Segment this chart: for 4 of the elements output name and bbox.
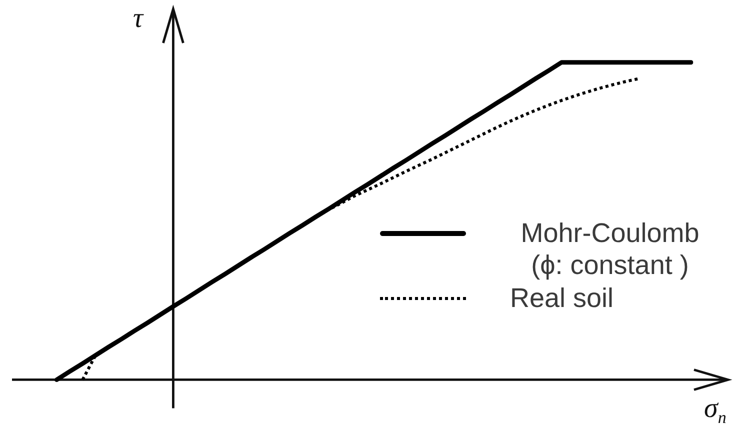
y-axis-title: τ — [133, 3, 144, 34]
x-axis-title: σ$_{n}$ — [704, 393, 726, 427]
legend-label: Mohr-Coulomb (ϕ: constant ) — [520, 217, 700, 281]
legend-label: Real soil — [510, 282, 614, 314]
